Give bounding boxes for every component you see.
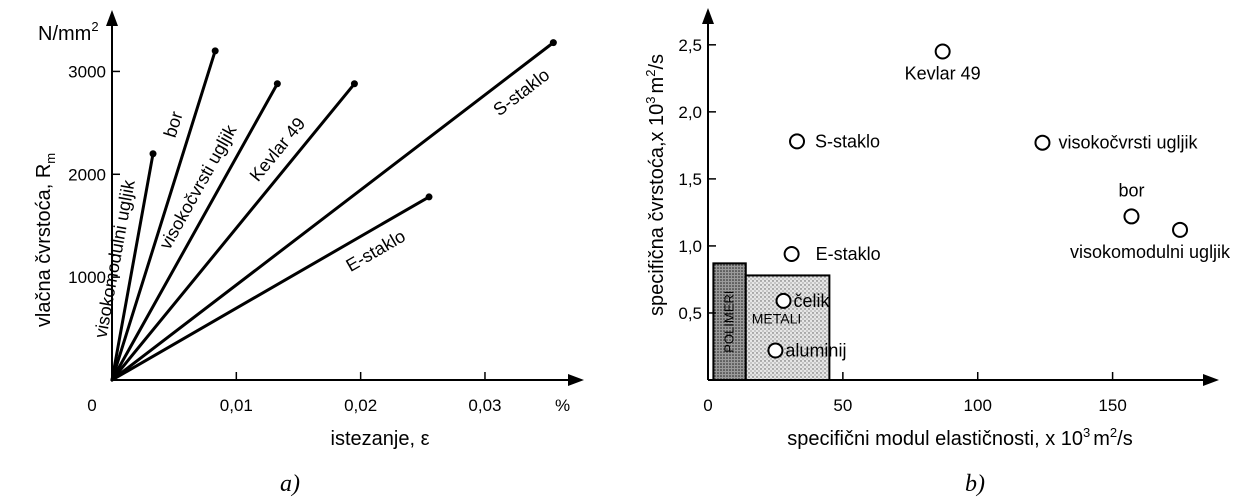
series-endpoint-bor — [211, 47, 219, 55]
series-endpoint-s-staklo — [549, 39, 557, 47]
series-label-visokocvrsti-ugljik: visokočvrsti ugljik — [155, 121, 241, 253]
panel-a-x-tick-label: 0,02 — [344, 396, 377, 415]
series-endpoint-e-staklo — [425, 193, 433, 201]
panel-b-y-tick-label: 2,5 — [678, 36, 702, 55]
region-metali — [744, 274, 831, 381]
series-label-s-staklo: S-staklo — [489, 65, 553, 120]
point-kevlar-49 — [934, 43, 951, 60]
point-visokomodulni-ugljik — [1172, 221, 1189, 238]
series-line-kevlar-49 — [110, 82, 356, 382]
point-label-bor: bor — [1118, 180, 1144, 200]
panel-a-x-tick-label: 0,03 — [468, 396, 501, 415]
region-label-metali: METALI — [752, 311, 802, 327]
panel-b-y-tick-label: 0,5 — [678, 304, 702, 323]
series-endpoint-kevlar-49 — [350, 80, 358, 88]
panel-b-y-tick-label: 2,0 — [678, 103, 702, 122]
point-visokocvrsti-ugljik — [1034, 134, 1051, 151]
point-label-visokomodulni-ugljik: visokomodulni ugljik — [1070, 242, 1231, 262]
panel-b-x-tick-label: 0 — [703, 396, 712, 415]
point-celik — [775, 292, 792, 309]
panel-a-y-tick-label: 2000 — [68, 165, 106, 184]
panel-b-x-tick-label: 100 — [964, 396, 992, 415]
panel-a-x-unit: % — [555, 396, 570, 415]
panel-a-caption: a) — [280, 471, 300, 497]
series-endpoint-visokocvrsti-ugljik — [273, 80, 281, 88]
series-label-e-staklo: E-staklo — [342, 226, 408, 276]
point-label-visokocvrsti-ugljik: visokočvrsti ugljik — [1058, 133, 1198, 153]
panel-b-x-tick-label: 150 — [1098, 396, 1126, 415]
point-label-s-staklo: S-staklo — [815, 131, 880, 151]
panel-a-y-tick-label: 1000 — [68, 268, 106, 287]
point-label-celik: čelik — [794, 291, 831, 311]
panel-a-x-axis-title: istezanje, ε — [331, 428, 430, 450]
panel-b-y-tick-label: 1,5 — [678, 170, 702, 189]
point-s-staklo — [789, 133, 806, 150]
panel-a-x-tick-label: 0,01 — [220, 396, 253, 415]
series-line-e-staklo — [110, 195, 431, 382]
point-label-kevlar-49: Kevlar 49 — [905, 64, 981, 84]
point-label-e-staklo: E-staklo — [816, 244, 881, 264]
panel-b-y-tick-label: 1,0 — [678, 237, 702, 256]
panel-b-y-axis-arrow — [702, 8, 714, 24]
panel-b-scatter-chart: POLIMERI METALI 0 50 100 1500,51,01,52,02,5 … — [643, 8, 1231, 497]
point-e-staklo — [783, 245, 800, 262]
panel-a-x-axis-arrow — [568, 374, 584, 386]
series-line-visokomodulni-ugljik — [110, 152, 155, 382]
panel-a-y-axis-title: vlačna čvrstoća, Rm — [33, 153, 58, 327]
point-label-aluminij: aluminij — [785, 341, 846, 361]
panel-a-y-tick-label: 3000 — [68, 62, 106, 81]
region-label-polimeri: POLIMERI — [722, 291, 737, 353]
panel-b-y-axis-title: specifična čvrstoća,x 103m2/s — [643, 54, 668, 316]
panel-b-x-axis-title: specifični modul elastičnosti, x 103 m2/s — [787, 425, 1132, 450]
series-endpoint-visokomodulni-ugljik — [149, 150, 157, 158]
series-line-s-staklo — [110, 41, 555, 382]
series-label-bor: bor — [160, 109, 187, 140]
panel-a-x-tick-label: 0 — [87, 396, 96, 415]
panel-a-y-axis-arrow — [106, 10, 118, 26]
panel-a-y-unit: N/mm2 — [38, 19, 99, 45]
panel-b-caption: b) — [965, 471, 985, 497]
panel-b-x-axis-arrow — [1203, 374, 1219, 386]
series-line-visokocvrsti-ugljik — [110, 82, 279, 382]
point-aluminij — [767, 342, 784, 359]
panel-b-x-tick-label: 50 — [833, 396, 852, 415]
series-line-bor — [110, 49, 217, 382]
point-bor — [1123, 208, 1140, 225]
